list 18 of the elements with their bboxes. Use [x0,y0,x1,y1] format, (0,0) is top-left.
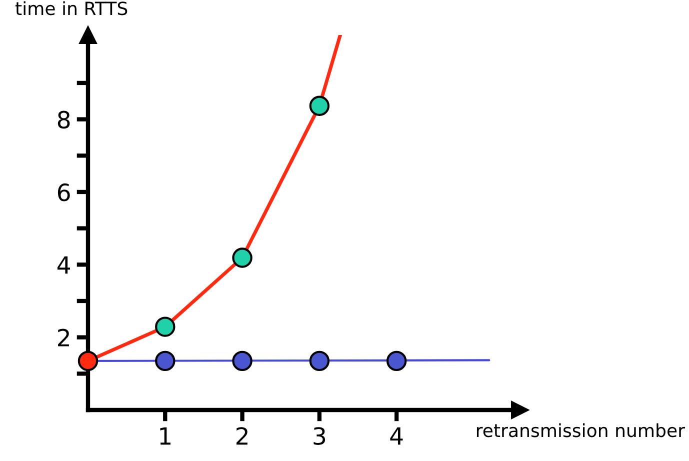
point [386,350,407,372]
point [309,350,330,372]
x-tick-label: 3 [314,427,326,445]
x-axis-title: retransmission number [476,423,686,438]
y-tick-label: 2 [58,328,69,346]
point [78,350,98,372]
x-tick-label: 1 [160,427,170,445]
point [155,316,176,337]
y-axis-title: time in RTTS [15,1,128,16]
y-tick-label: 4 [57,256,70,274]
point [155,350,176,372]
point [232,350,252,372]
y-tick-label: 8 [58,110,70,129]
y-tick-label: 6 [58,183,70,202]
x-tick-label: 2 [236,427,248,445]
point [232,248,252,268]
point [309,96,330,116]
x-tick-label: 4 [390,427,403,445]
